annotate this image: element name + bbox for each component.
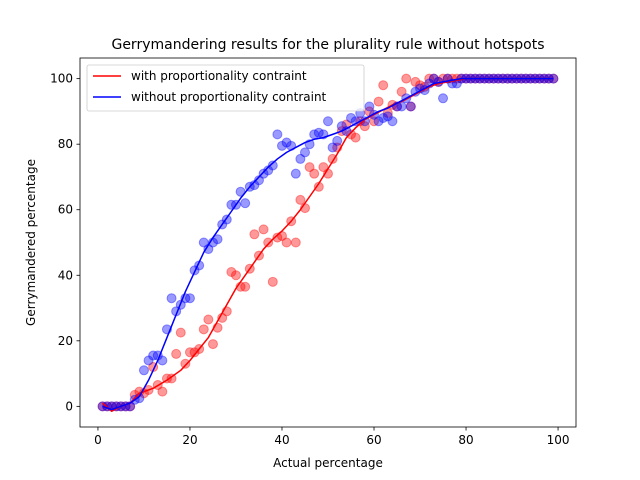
x-axis-label: Actual percentage [273,456,383,470]
scatter-point [364,101,375,112]
scatter-point [258,224,269,235]
scatter-point [143,355,154,366]
scatter-point [198,324,209,335]
scatter-point [295,153,306,164]
scatter-point [171,348,182,359]
scatter-point [290,168,301,179]
scatter-point [424,73,435,84]
legend: with proportionality contraint without p… [86,64,365,112]
scatter-point [249,180,260,191]
x-tick-label: 80 [458,433,473,447]
scatter-point [175,327,186,338]
scatter-point [405,101,416,112]
x-tick-label: 0 [94,433,102,447]
axes-frame [79,57,577,428]
scatter-point [263,165,274,176]
scatter-point [166,293,177,304]
legend-label-without-constraint: without proportionality contraint [131,90,327,104]
scatter-point [327,142,338,153]
scatter-point [226,266,237,277]
scatter-point [304,162,315,173]
scatter-point [290,237,301,248]
scatter-point [332,135,343,146]
y-tick-label: 40 [58,268,73,282]
scatter-point [401,73,412,84]
scatter-point [189,347,200,358]
scatter-point [198,237,209,248]
scatter-point [267,160,278,171]
scatter-point [309,168,320,179]
scatter-point [313,127,324,138]
y-axis-ticks: 0 20 40 60 80 100 [50,72,80,413]
legend-label-with-constraint: with proportionality contraint [131,69,307,83]
scatter-point [382,111,393,122]
y-tick-label: 0 [65,399,73,413]
scatter-point [166,373,177,384]
y-tick-label: 100 [50,72,73,86]
x-tick-label: 40 [274,433,289,447]
scatter-point [138,365,149,376]
scatter-point [369,116,380,127]
scatter-point [299,147,310,158]
scatter-point [373,116,384,127]
scatter-point [184,347,195,358]
scatter-point [295,194,306,205]
scatter-point [396,86,407,97]
scatter-point [281,237,292,248]
scatter-point [405,101,416,112]
x-tick-label: 60 [366,433,381,447]
scatter-point [272,129,283,140]
scatter-point [240,281,251,292]
scatter-point [318,162,329,173]
scatter-point [276,140,287,151]
scatter-point [415,80,426,91]
scatter-point [184,293,195,304]
scatter-point [438,93,449,104]
scatter-point [212,234,223,245]
scatter-point [281,137,292,148]
scatter-point [148,350,159,361]
scatter-point [359,121,370,132]
scatter-point [410,76,421,87]
scatter-point [207,339,218,350]
y-tick-label: 80 [58,137,73,151]
legend-box [86,64,365,112]
scatter-point [240,198,251,209]
scatter-point [258,168,269,179]
plot-area [80,58,576,427]
scatter-point [346,112,357,123]
scatter-point [203,314,214,325]
scatter-point [350,132,361,143]
scatter-point [272,232,283,243]
scatter-point [267,276,278,287]
chart-title: Gerrymandering results for the plurality… [111,37,544,53]
scatter-point [253,175,264,186]
x-tick-label: 100 [547,433,570,447]
series-1-fit-line [102,77,554,411]
scatter-point [378,112,389,123]
x-tick-label: 20 [182,433,197,447]
scatter-point [180,358,191,369]
y-axis-label: Gerrymandered percentage [24,159,38,326]
scatter-point [346,129,357,140]
scatter-point [373,96,384,107]
scatter-point [157,386,168,397]
scatter-points [97,73,559,412]
y-tick-label: 60 [58,203,73,217]
scatter-point [230,270,241,281]
scatter-point [249,229,260,240]
scatter-point [387,116,398,127]
scatter-point [378,80,389,91]
scatter-point [323,116,333,127]
fit-lines [102,77,554,413]
y-tick-label: 20 [58,334,73,348]
scatter-point [263,237,274,248]
x-axis-ticks: 0 20 40 60 80 100 [94,427,570,447]
